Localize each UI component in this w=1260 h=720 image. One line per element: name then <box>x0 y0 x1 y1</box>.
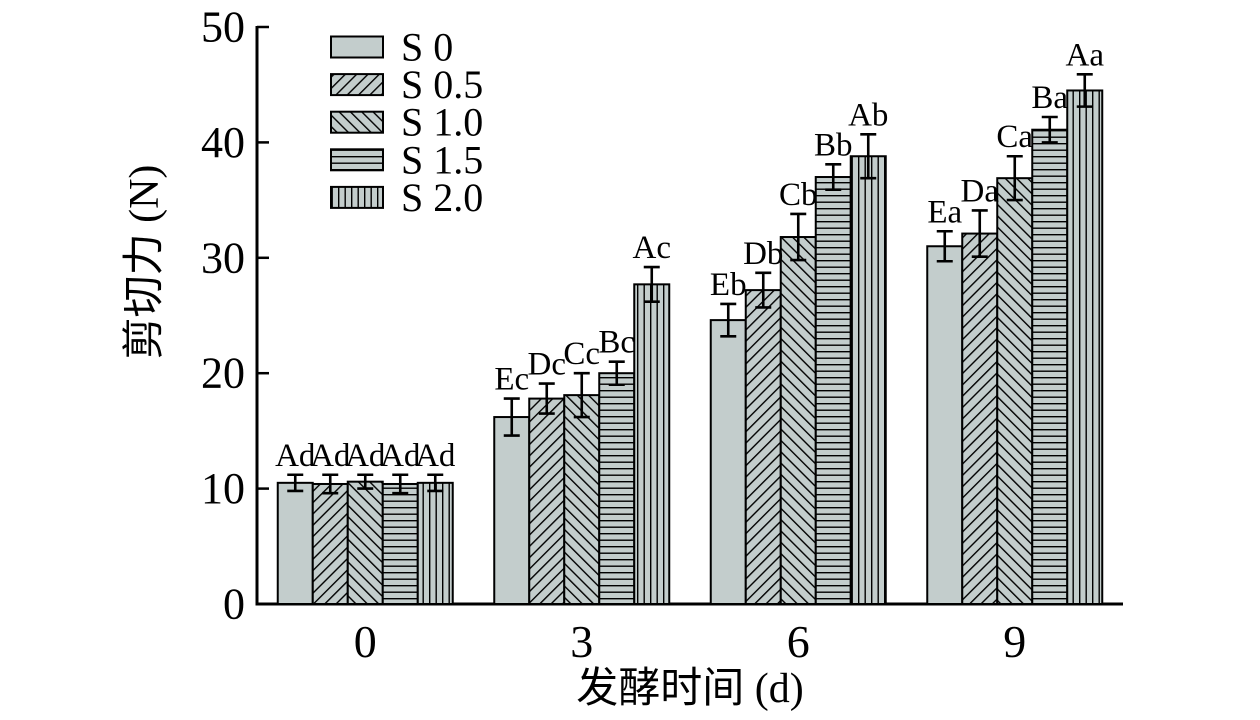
x-tick-label: 6 <box>787 616 810 667</box>
error-bar <box>643 265 660 303</box>
error-bar <box>1006 154 1023 202</box>
significance-label: Cc <box>563 336 600 372</box>
y-tick-label: 10 <box>201 464 245 513</box>
significance-label: Dc <box>528 347 566 383</box>
significance-label: Da <box>961 173 1000 209</box>
y-tick-label: 50 <box>201 3 245 52</box>
y-tick-label: 0 <box>223 580 245 629</box>
significance-label: Ad <box>275 438 316 474</box>
bar-S1.5-0 <box>381 482 419 606</box>
bar-S2.0-9 <box>1066 89 1104 606</box>
error-bar <box>608 360 625 387</box>
legend-label: S 1.5 <box>401 137 483 182</box>
bar-S1.0-6 <box>779 236 817 605</box>
bar-S1.0-0 <box>346 480 384 605</box>
error-bar <box>1041 115 1058 144</box>
bar-S0-6 <box>709 319 747 605</box>
y-tick-label: 30 <box>201 233 245 282</box>
legend-item-s-1.5 <box>330 148 384 172</box>
significance-label: Bc <box>598 325 635 361</box>
legend-item-s-2.0 <box>330 185 384 209</box>
bar-S2.0-6 <box>849 155 887 606</box>
legend-label: S 2.0 <box>401 175 483 220</box>
legend-item-s-0 <box>330 35 384 59</box>
significance-label: Ec <box>494 362 529 398</box>
error-bar <box>755 271 772 309</box>
bar-S2.0-0 <box>416 481 454 605</box>
bars <box>276 73 1104 606</box>
significance-label: Ad <box>415 438 456 474</box>
bar-S0-3 <box>493 416 531 605</box>
error-bar <box>392 473 409 495</box>
bar-S0.5-6 <box>744 289 782 605</box>
legend-item-s-1.0 <box>330 110 384 134</box>
error-bar <box>357 473 374 490</box>
bar-S1.5-6 <box>814 176 852 606</box>
y-axis-title: 剪切力 (N) <box>122 165 168 360</box>
legend <box>330 35 384 209</box>
error-bar <box>936 229 953 263</box>
significance-label: Cb <box>779 177 818 213</box>
bar-S1.5-9 <box>1031 128 1069 605</box>
significance-label: Ba <box>1031 80 1068 116</box>
y-tick-label: 20 <box>201 349 245 398</box>
error-bar <box>825 163 842 192</box>
x-tick-label: 9 <box>1003 616 1026 667</box>
x-axis-title: 发酵时间 (d) <box>576 666 803 712</box>
significance-label: Ca <box>996 119 1033 155</box>
bar-S0-9 <box>926 245 964 605</box>
significance-label: Bb <box>814 127 853 163</box>
legend-label: S 0.5 <box>401 62 483 107</box>
significance-label: Db <box>743 236 783 272</box>
error-bar <box>287 473 304 493</box>
bar-S2.0-3 <box>633 283 671 605</box>
legend-item-s-0.5 <box>330 73 384 97</box>
bar-S0.5-3 <box>528 397 566 606</box>
bar-S1.0-3 <box>563 394 601 605</box>
error-bar <box>860 133 877 180</box>
significance-label: Eb <box>710 267 747 303</box>
legend-swatch <box>330 185 384 209</box>
error-bar <box>427 473 444 493</box>
legend-swatch <box>330 73 384 97</box>
bar-S1.5-3 <box>598 372 636 606</box>
error-bar <box>971 209 988 258</box>
error-bar <box>322 473 339 495</box>
bar-S1.0-9 <box>996 177 1034 605</box>
legend-swatch <box>330 148 384 172</box>
significance-label: Ad <box>345 438 386 474</box>
error-bar <box>720 302 737 338</box>
error-bar <box>790 212 807 262</box>
significance-label: Ad <box>310 438 351 474</box>
x-tick-label: 3 <box>570 616 593 667</box>
significance-label: Ab <box>848 97 888 133</box>
error-bar <box>503 397 520 437</box>
significance-label: Ad <box>380 438 421 474</box>
legend-swatch <box>330 110 384 134</box>
legend-label: S 0 <box>401 25 453 70</box>
x-tick-label: 0 <box>354 616 377 667</box>
y-tick-label: 40 <box>201 118 245 167</box>
bar-S0.5-0 <box>311 482 349 606</box>
legend-label: S 1.0 <box>401 100 483 145</box>
bar-S0.5-9 <box>961 232 999 605</box>
significance-label: Ea <box>927 194 962 230</box>
error-bar <box>573 371 590 419</box>
error-bar <box>1076 73 1093 108</box>
error-bar <box>538 382 555 415</box>
significance-label: Ac <box>633 230 671 266</box>
significance-label: Aa <box>1066 37 1105 73</box>
bar-S0-0 <box>276 481 314 605</box>
legend-swatch <box>330 35 384 59</box>
